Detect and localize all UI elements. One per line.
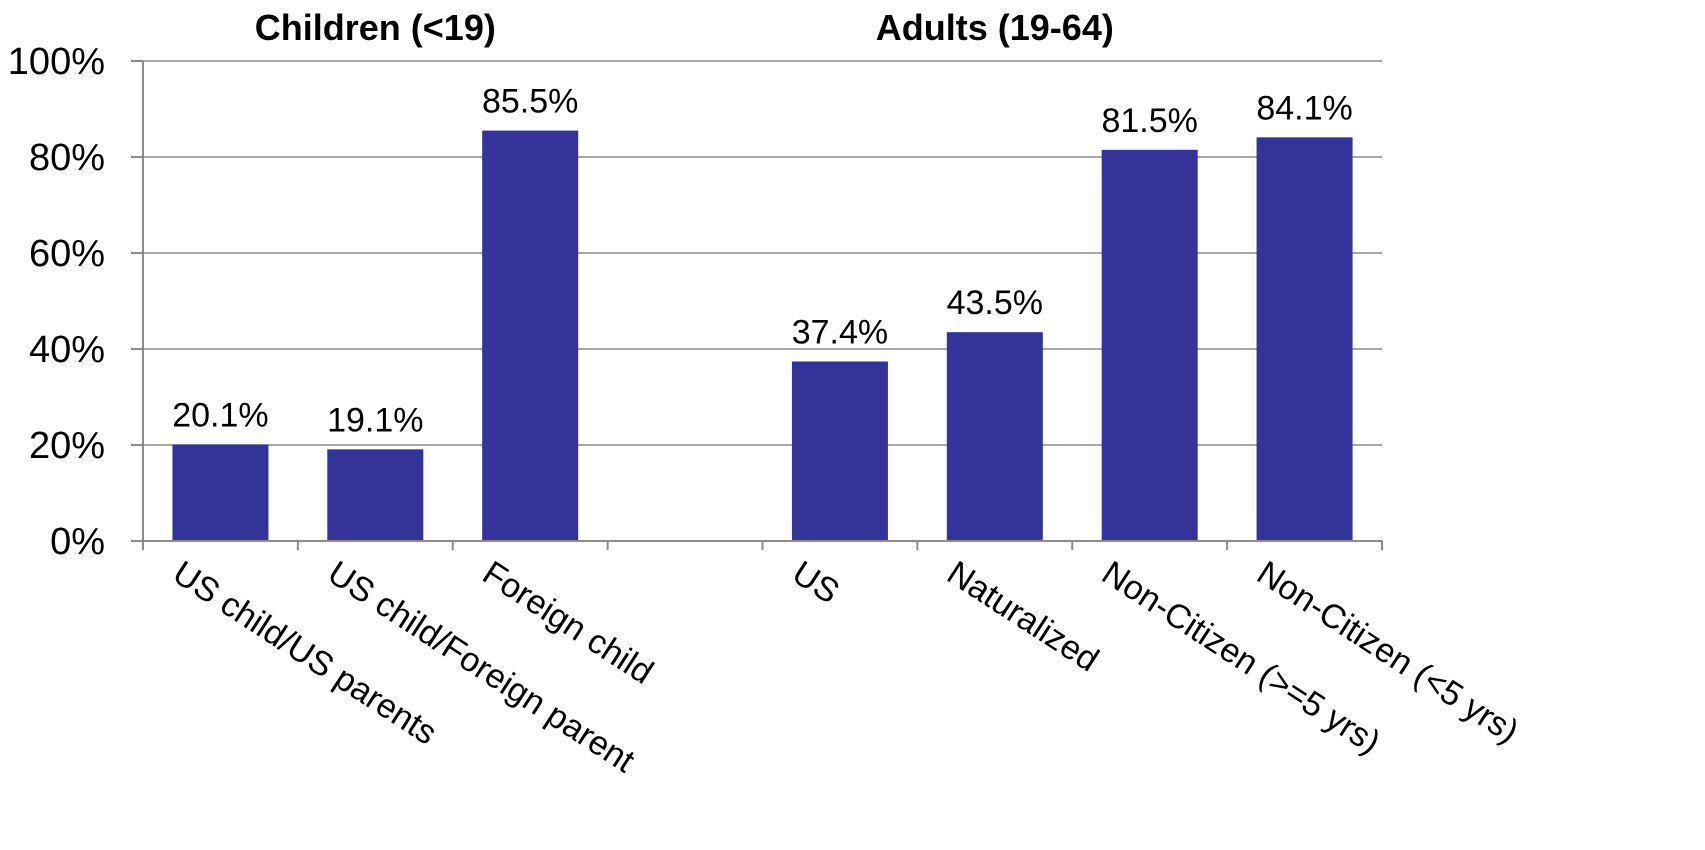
group-title: Adults (19-64) <box>876 7 1114 48</box>
bar <box>1256 137 1353 541</box>
bar <box>1101 149 1198 542</box>
data-labels: 20.1% 19.1% 85.5% 37.4% 43.5% 81.5% 84.1% <box>172 83 1353 440</box>
bar <box>327 449 424 541</box>
x-category-label: Naturalized <box>940 554 1105 680</box>
y-tick-label: 20% <box>29 425 105 467</box>
group-title: Children (<19) <box>255 7 496 48</box>
bars <box>172 130 1353 542</box>
y-tick-label: 100% <box>8 41 105 83</box>
y-tick-label: 40% <box>29 329 105 371</box>
bar <box>791 361 888 541</box>
y-tick-label: 0% <box>50 521 105 563</box>
x-category-label: US <box>786 554 846 612</box>
data-label: 43.5% <box>947 284 1043 322</box>
y-axis-ticks: 0% 20% 40% 60% 80% 100% <box>8 41 143 563</box>
x-category-label: Non-Citizen (<5 yrs) <box>1250 554 1525 751</box>
data-label: 37.4% <box>792 313 888 351</box>
data-label: 20.1% <box>172 397 268 435</box>
x-category-label: Non-Citizen (>=5 yrs) <box>1095 554 1387 762</box>
data-label: 85.5% <box>482 83 578 121</box>
bar <box>482 130 579 541</box>
y-tick-label: 80% <box>29 137 105 179</box>
data-label: 81.5% <box>1101 102 1197 140</box>
y-tick-label: 60% <box>29 233 105 275</box>
data-label: 19.1% <box>327 401 423 439</box>
group-titles: Children (<19) Adults (19-64) <box>255 7 1114 48</box>
data-label: 84.1% <box>1256 89 1352 127</box>
bar <box>946 332 1043 541</box>
bar <box>172 444 269 541</box>
x-category-label: US child/US parents <box>166 554 443 753</box>
